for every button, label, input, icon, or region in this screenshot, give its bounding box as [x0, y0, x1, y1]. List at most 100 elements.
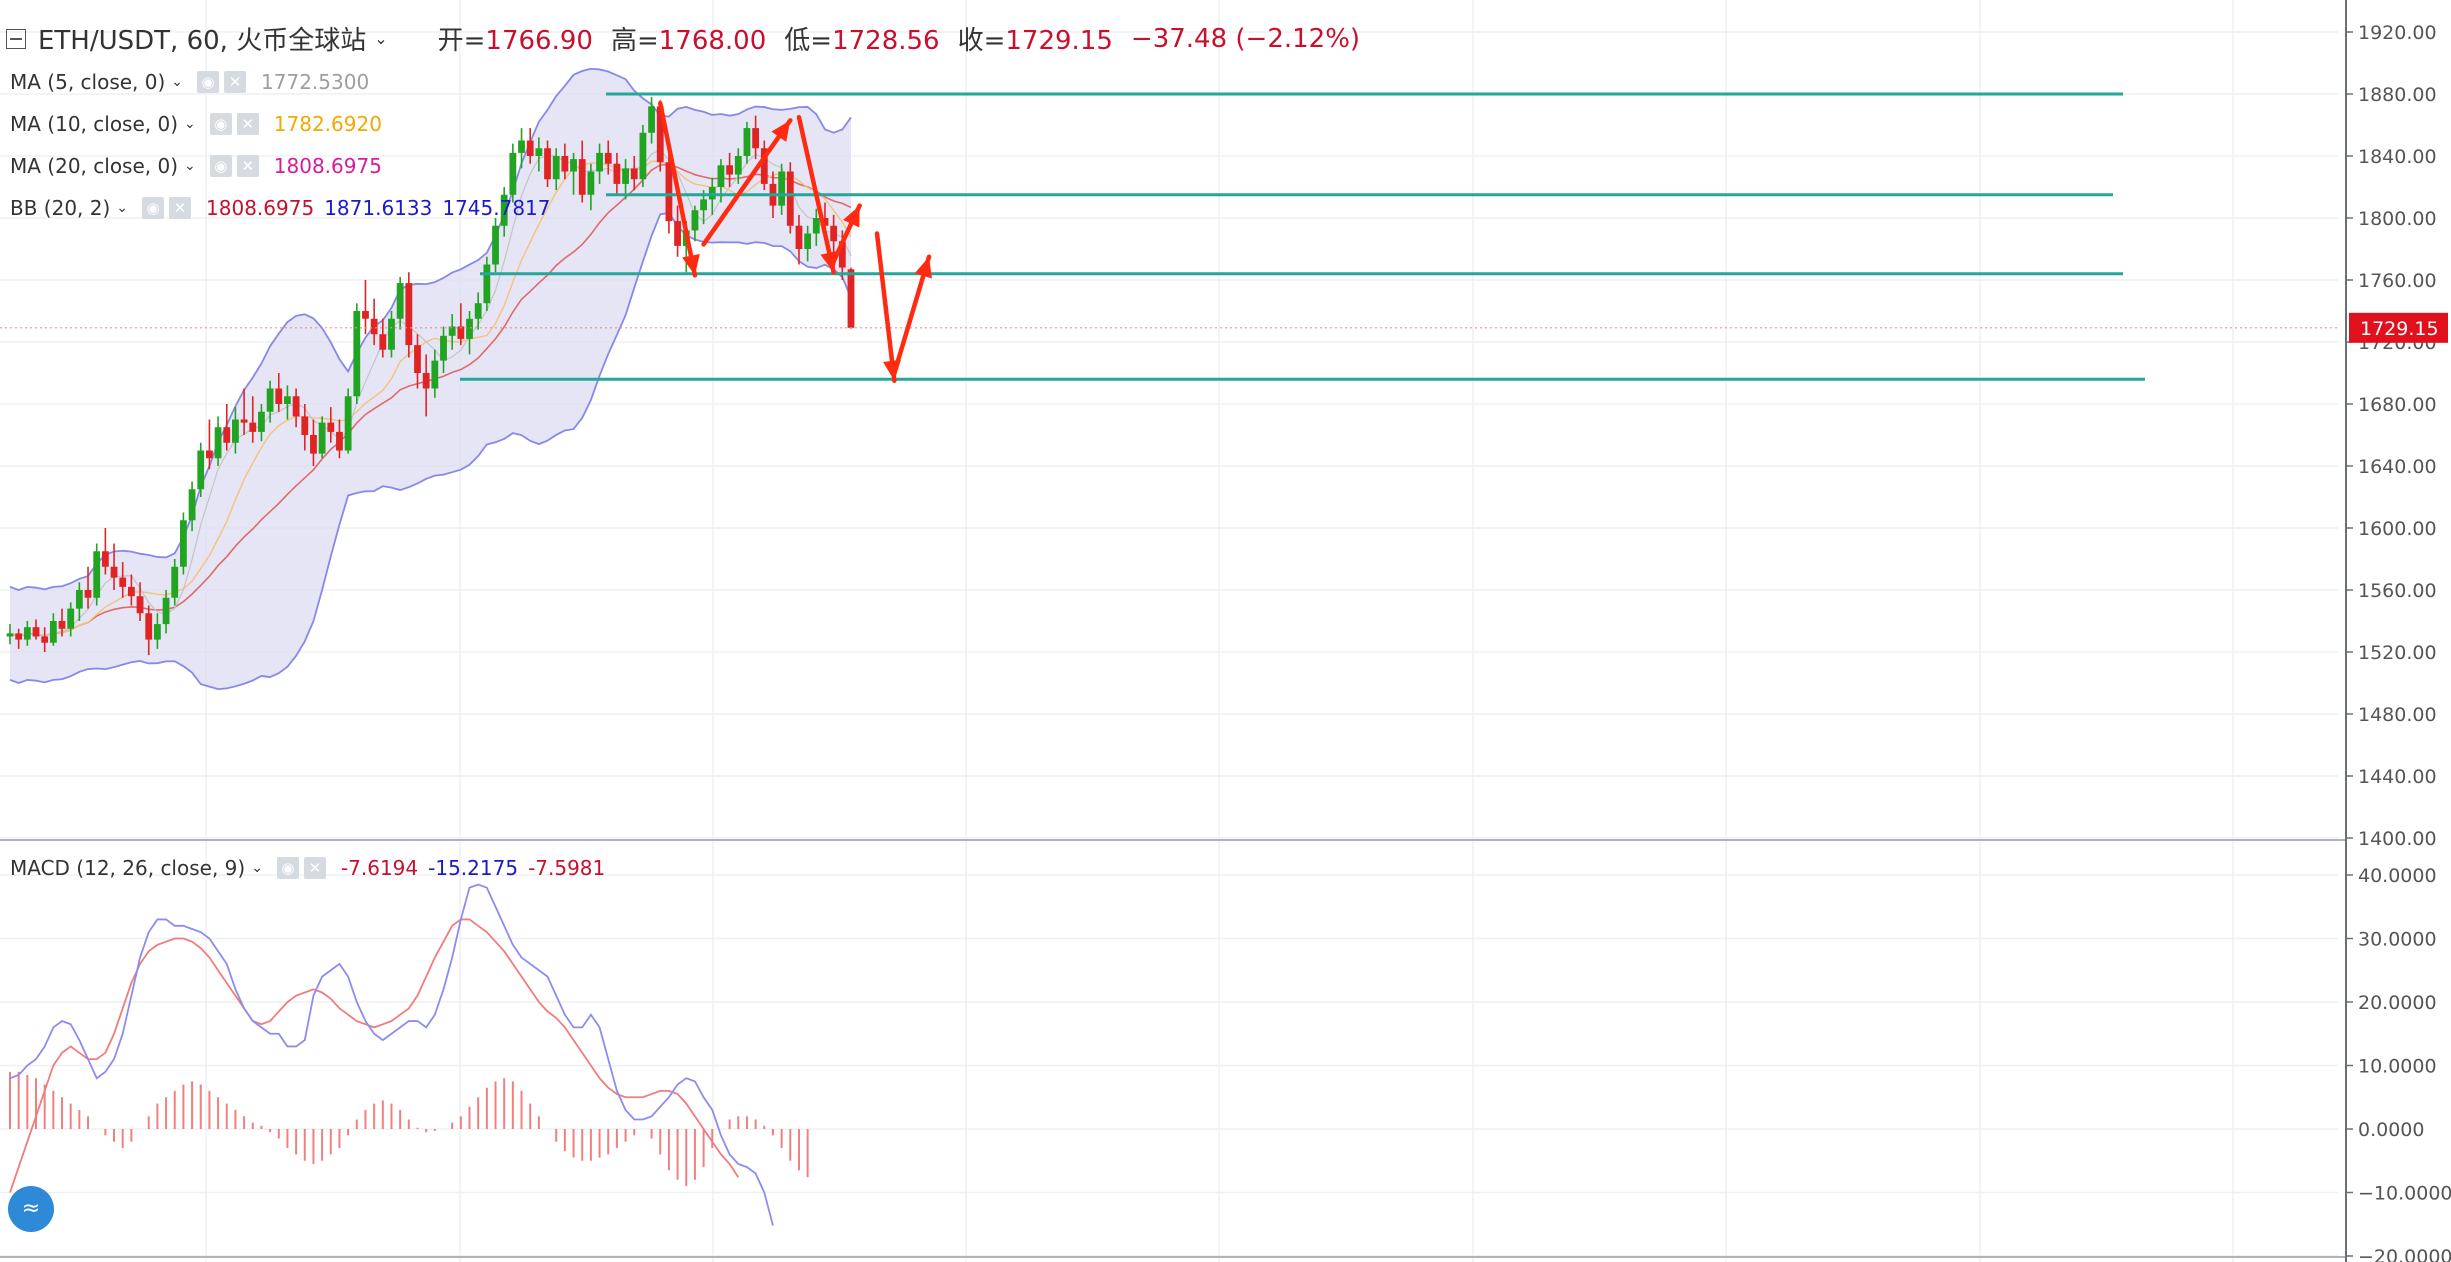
candle-body	[188, 489, 196, 521]
legend-ma20-value: 1808.6975	[273, 154, 382, 178]
chevron-down-icon[interactable]: ⌄	[171, 74, 184, 90]
macd-tick-label: 10.0000	[2358, 1056, 2437, 1078]
legend-ma5-label[interactable]: MA (5, close, 0)	[10, 70, 166, 94]
close-icon[interactable]: ✕	[236, 155, 259, 177]
chevron-down-icon[interactable]: ⌄	[116, 200, 129, 216]
macd-line	[9, 883, 774, 1226]
candle-body	[674, 221, 681, 246]
ma20-line	[9, 163, 852, 638]
eye-icon[interactable]: ◉	[209, 113, 232, 135]
chevron-down-icon[interactable]: ⌄	[374, 29, 388, 48]
candle-body	[570, 159, 577, 172]
symbol-title[interactable]: ETH/USDT, 60, 火币全球站	[38, 26, 367, 56]
candle-body	[483, 264, 491, 304]
candle-body	[544, 148, 551, 180]
price-tick-label: 1600.00	[2358, 518, 2437, 540]
candle-body	[258, 411, 265, 432]
eye-icon[interactable]: ◉	[276, 857, 299, 879]
candle-body	[700, 199, 707, 211]
candle-body	[552, 156, 560, 180]
chevron-down-icon[interactable]: ⌄	[251, 860, 263, 876]
legend-ma20-label[interactable]: MA (20, close, 0)	[10, 154, 179, 178]
low-value: 低=1728.56	[784, 26, 940, 56]
legend-bb-label[interactable]: BB (20, 2)	[10, 196, 111, 220]
candle-body	[786, 171, 794, 226]
candle-body	[431, 360, 439, 389]
candle-body	[362, 311, 369, 319]
close-icon[interactable]: ✕	[236, 113, 259, 135]
candle-body	[301, 416, 309, 435]
price-axis: 1920.001880.001840.001800.001760.001720.…	[2345, 0, 2451, 1262]
candle-body	[214, 427, 222, 459]
candle-body	[474, 303, 482, 319]
candle-body	[49, 621, 57, 643]
candle-body	[804, 233, 812, 249]
candle-body	[145, 613, 153, 640]
legend-bb-basis: 1808.6975	[206, 196, 315, 220]
price-tick-label: 1480.00	[2358, 704, 2437, 726]
candle-body	[197, 450, 205, 490]
candle-body	[180, 520, 187, 567]
candle-body	[23, 627, 31, 640]
candle-body	[119, 577, 127, 587]
candle-body	[6, 633, 14, 637]
candle-body	[232, 419, 239, 443]
candle-body	[830, 225, 838, 242]
candle-body	[630, 168, 638, 180]
candle-body	[717, 165, 725, 187]
candle-body	[422, 373, 430, 389]
candle-body	[492, 225, 499, 265]
legend-ma10-value: 1782.6920	[273, 112, 382, 136]
candle-body	[379, 334, 387, 350]
close-icon[interactable]: ✕	[303, 857, 326, 879]
candle-body	[336, 431, 343, 451]
legend-bb-upper: 1871.6133	[324, 196, 433, 220]
candle-body	[101, 551, 109, 567]
candle-body	[15, 633, 23, 640]
candle-body	[396, 283, 404, 319]
candle-body	[622, 168, 629, 184]
candle-body	[726, 165, 734, 175]
trend-arrow-line	[658, 101, 698, 278]
close-icon[interactable]: ✕	[169, 197, 192, 219]
candle-body	[93, 551, 101, 598]
candle-body	[587, 171, 595, 195]
price-tick-label: 1560.00	[2358, 580, 2437, 602]
candle-body	[760, 148, 768, 184]
candle-body	[596, 152, 603, 172]
legend-macd-label[interactable]: MACD (12, 26, close, 9)	[10, 856, 246, 880]
chevron-down-icon[interactable]: ⌄	[184, 116, 196, 132]
candle-body	[457, 326, 465, 339]
trend-arrow-head	[843, 205, 860, 228]
candle-body	[838, 241, 846, 268]
legend-ma5-value: 1772.5300	[261, 70, 370, 94]
macd-tick-label: 0.0000	[2358, 1119, 2424, 1141]
price-tick-label: 1800.00	[2358, 208, 2437, 230]
candle-body	[266, 388, 274, 412]
tradingview-logo-icon[interactable]: ≈	[8, 1186, 54, 1232]
chevron-down-icon[interactable]: ⌄	[184, 158, 196, 174]
last-price-tag	[2349, 312, 2448, 343]
candle-body	[518, 140, 525, 153]
macd-tick-label: 40.0000	[2358, 865, 2437, 887]
price-tick-label: 1440.00	[2358, 766, 2437, 788]
candle-body	[795, 225, 803, 249]
support-lines	[0, 92, 2338, 381]
legend-ma10: MA (10, close, 0) ⌄ ◉ ✕ 1782.6920	[10, 112, 382, 136]
eye-icon[interactable]: ◉	[209, 155, 232, 177]
candle-body	[691, 210, 699, 231]
price-tick-label: 1840.00	[2358, 146, 2437, 168]
candle-body	[206, 450, 213, 459]
candle-body	[110, 566, 118, 578]
candle-body	[821, 218, 829, 226]
last-price-label: 1729.15	[2360, 318, 2439, 340]
eye-icon[interactable]: ◉	[142, 197, 165, 219]
legend-macd-hist: -7.5981	[528, 856, 606, 880]
change-value: −37.48 (−2.12%)	[1130, 23, 1361, 54]
collapse-icon[interactable]	[6, 28, 26, 49]
eye-icon[interactable]: ◉	[197, 71, 220, 93]
candle-body	[171, 566, 179, 598]
legend-ma10-label[interactable]: MA (10, close, 0)	[10, 112, 179, 136]
close-icon[interactable]: ✕	[224, 71, 247, 93]
